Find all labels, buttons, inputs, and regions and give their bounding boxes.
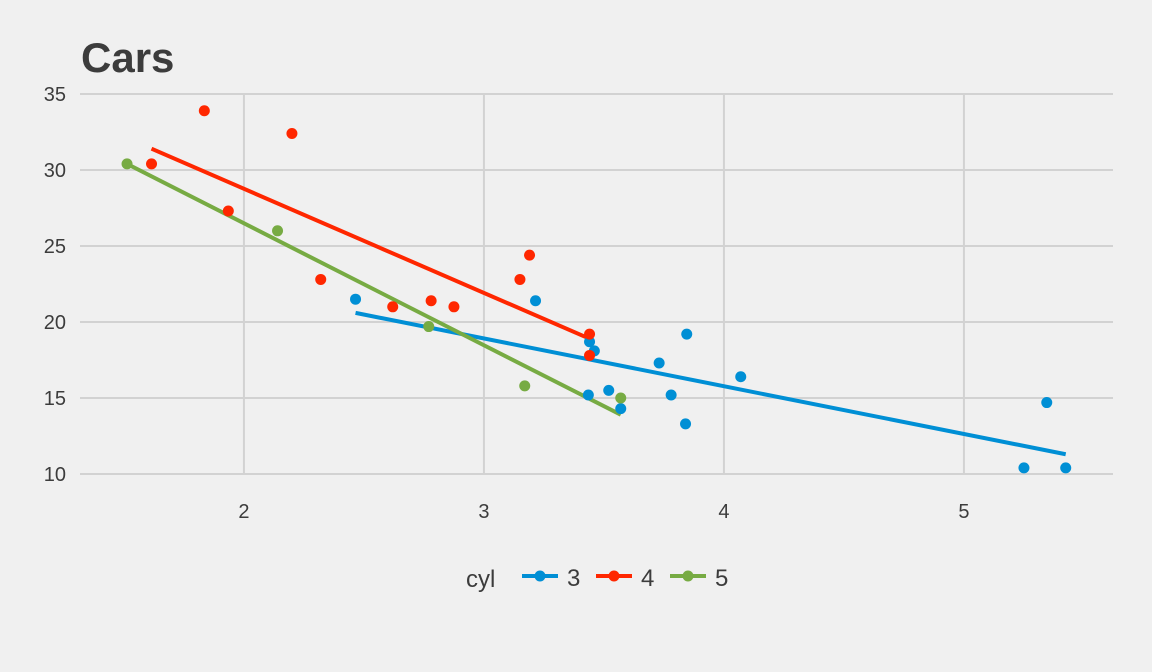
- legend-key-point: [608, 570, 620, 582]
- point-series-4: [387, 301, 399, 313]
- point-series-3: [1060, 462, 1072, 474]
- point-series-3: [1018, 462, 1030, 474]
- point-series-3: [735, 371, 747, 383]
- point-series-3: [615, 403, 627, 415]
- y-tick-label: 20: [44, 312, 66, 334]
- point-series-3: [665, 389, 677, 401]
- point-series-5: [121, 158, 133, 170]
- legend-label: 3: [567, 565, 580, 592]
- point-series-3: [603, 384, 615, 396]
- y-tick-label: 35: [44, 84, 66, 106]
- point-series-4: [448, 301, 460, 313]
- point-series-4: [584, 328, 596, 340]
- point-series-4: [146, 158, 158, 170]
- fit-line-series-4: [150, 146, 591, 341]
- point-series-4: [315, 273, 327, 285]
- point-series-3: [584, 336, 596, 348]
- y-axis-ticks: 10 15 20 25 30 35: [44, 84, 66, 486]
- point-series-4: [584, 349, 596, 361]
- point-series-3: [653, 357, 665, 369]
- y-tick-label: 10: [44, 464, 66, 486]
- point-series-5: [519, 380, 531, 392]
- point-series-3: [1041, 397, 1053, 409]
- grid: [80, 93, 1113, 475]
- point-series-3: [350, 293, 362, 305]
- y-tick-label: 25: [44, 236, 66, 258]
- legend-label: 5: [715, 565, 728, 592]
- point-series-4: [524, 249, 536, 261]
- x-tick-label: 5: [958, 501, 969, 523]
- point-series-3: [582, 389, 594, 401]
- x-axis-ticks: 2 3 4 5: [238, 501, 969, 523]
- point-series-4: [198, 105, 210, 117]
- legend-key-point: [534, 570, 546, 582]
- fit-line-series-5: [126, 162, 622, 417]
- point-series-5: [272, 225, 284, 237]
- y-tick-label: 30: [44, 160, 66, 182]
- legend: cyl 3 4 5: [466, 565, 728, 593]
- point-series-3: [680, 418, 692, 430]
- points: [121, 105, 1072, 474]
- point-series-3: [681, 328, 693, 340]
- y-tick-label: 15: [44, 388, 66, 410]
- point-series-5: [615, 392, 627, 404]
- point-series-3: [530, 295, 542, 307]
- fit-lines: [126, 146, 1067, 457]
- chart-title: Cars: [81, 34, 174, 81]
- point-series-4: [425, 295, 437, 307]
- point-series-5: [423, 321, 435, 333]
- legend-key-point: [682, 570, 694, 582]
- point-series-4: [222, 205, 234, 217]
- point-series-4: [514, 273, 526, 285]
- fit-line-series-3: [355, 310, 1067, 457]
- point-series-4: [286, 128, 298, 140]
- legend-label: 4: [641, 565, 654, 592]
- legend-title: cyl: [466, 566, 495, 593]
- x-tick-label: 3: [478, 501, 489, 523]
- x-tick-label: 2: [238, 501, 249, 523]
- x-tick-label: 4: [718, 501, 729, 523]
